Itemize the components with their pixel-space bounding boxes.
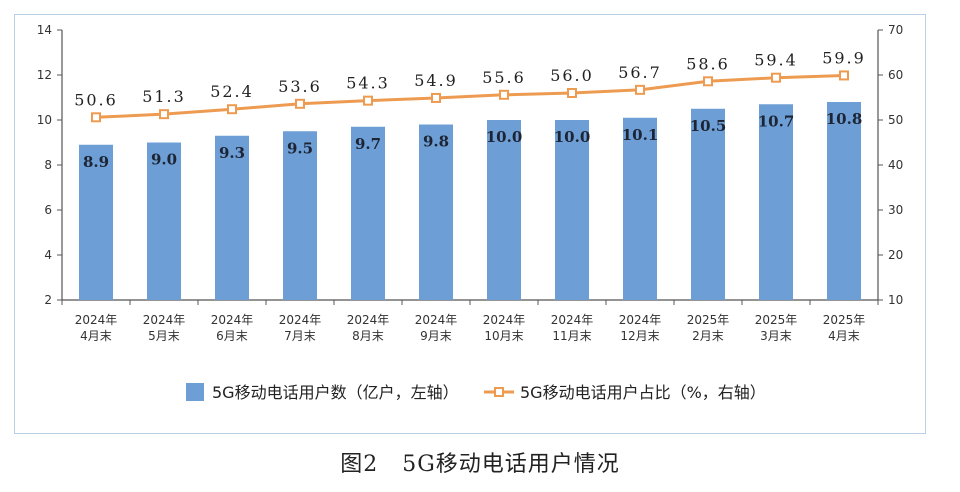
share-point-2025年4月末 (839, 70, 849, 81)
legend-bar-swatch (186, 383, 204, 401)
bar-data-label: 8.9 (83, 153, 109, 171)
share-point-2024年7月末 (295, 98, 305, 109)
share-point-2025年2月末 (703, 76, 713, 87)
y-right-tick-label: 30 (888, 203, 903, 217)
x-tick-label-month: 2月末 (692, 329, 724, 343)
bar-data-label: 10.0 (486, 128, 523, 146)
y-left-tick-label: 10 (37, 113, 52, 127)
x-tick-label-year: 2024年 (347, 313, 390, 327)
bar-2024年9月末 (419, 124, 453, 300)
y-right-tick-label: 10 (888, 293, 903, 307)
bar-2025年3月末 (759, 104, 793, 300)
x-tick-label-year: 2024年 (279, 313, 322, 327)
x-tick-label-year: 2024年 (551, 313, 594, 327)
bar-data-label: 9.8 (423, 133, 449, 151)
bar-data-label: 9.0 (151, 151, 177, 169)
y-left-tick-label: 2 (44, 293, 52, 307)
x-tick-label-year: 2025年 (755, 313, 798, 327)
y-right-tick-label: 20 (888, 248, 903, 262)
share-line (95, 73, 845, 119)
x-tick-label-month: 9月末 (420, 329, 452, 343)
bar-2024年4月末 (79, 144, 113, 300)
x-tick-label-month: 8月末 (352, 329, 384, 343)
bar-2024年10月末 (487, 120, 521, 300)
x-tick-label-month: 4月末 (828, 329, 860, 343)
y-right-tick-label: 60 (888, 68, 903, 82)
x-tick-label-year: 2024年 (483, 313, 526, 327)
bar-data-label: 10.7 (758, 112, 795, 130)
y-right-tick-label: 50 (888, 113, 903, 127)
x-tick-label-year: 2025年 (687, 313, 730, 327)
figure-title: 5G移动电话用户情况 (402, 452, 620, 477)
share-point-2024年8月末 (363, 95, 373, 106)
bar-data-label: 10.1 (622, 126, 659, 144)
y-left-tick-label: 12 (37, 68, 52, 82)
y-left-tick-label: 8 (44, 158, 52, 172)
share-point-2024年9月末 (431, 92, 441, 103)
line-data-label: 53.6 (278, 77, 322, 96)
x-tick-label-year: 2024年 (143, 313, 186, 327)
y-left-tick-label: 4 (44, 248, 52, 262)
x-tick-label-month: 12月末 (620, 329, 659, 343)
bar-2024年12月末 (623, 117, 657, 300)
x-tick-label-year: 2024年 (619, 313, 662, 327)
x-tick-label-month: 7月末 (284, 329, 316, 343)
share-point-2024年12月末 (635, 84, 645, 95)
line-data-label: 56.7 (618, 63, 662, 82)
bar-2024年7月末 (283, 131, 317, 300)
share-point-2024年11月末 (567, 88, 577, 98)
share-point-2024年10月末 (499, 89, 509, 100)
line-data-label: 59.9 (822, 48, 866, 67)
x-tick-label-month: 10月末 (484, 329, 523, 343)
line-data-label: 51.3 (142, 87, 186, 106)
x-tick-label-year: 2024年 (75, 313, 118, 327)
x-tick-label-year: 2024年 (415, 313, 458, 327)
bar-2024年11月末 (555, 120, 589, 300)
y-left-tick-label: 14 (37, 23, 52, 37)
y-right-tick-label: 40 (888, 158, 903, 172)
line-data-label: 58.6 (686, 54, 730, 73)
legend-line-label: 5G移动电话用户占比（%，右轴） (520, 383, 766, 402)
chart-svg: 2 4 6 8 10 12 14 10 20 30 40 50 60 70 8.9 9.0 9.3 9.5 9.7 9… (37, 23, 904, 402)
bar-2024年5月末 (147, 142, 181, 300)
share-point-2024年5月末 (159, 109, 169, 120)
x-tick-label-year: 2025年 (823, 313, 866, 327)
share-point-2025年3月末 (771, 72, 781, 83)
bar-data-label: 9.7 (355, 135, 381, 153)
x-tick-label-month: 4月末 (80, 329, 112, 343)
share-point-2024年4月末 (91, 112, 101, 123)
bar-data-label: 10.8 (826, 110, 863, 128)
bar-2024年6月末 (215, 135, 249, 300)
line-data-label: 54.9 (414, 71, 458, 90)
bar-data-label: 9.5 (287, 139, 313, 157)
legend-bar-label: 5G移动电话用户数（亿户，左轴） (212, 383, 459, 402)
x-tick-label-month: 3月末 (760, 329, 792, 343)
line-data-label: 55.6 (482, 68, 526, 87)
bar-2024年8月末 (351, 126, 385, 300)
x-tick-label-month: 5月末 (148, 329, 180, 343)
line-data-label: 59.4 (754, 51, 798, 70)
x-tick-label-month: 11月末 (552, 329, 591, 343)
share-point-2024年6月末 (227, 104, 237, 115)
bar-data-label: 10.5 (690, 117, 727, 135)
bar-data-label: 9.3 (219, 144, 245, 162)
y-right-tick-label: 70 (888, 23, 903, 37)
line-data-label: 50.6 (74, 90, 118, 109)
figure-number: 图2 (340, 452, 379, 477)
legend-line-marker (494, 387, 504, 397)
line-data-label: 54.3 (346, 74, 390, 93)
bar-data-label: 10.0 (554, 128, 591, 146)
figure-caption: 图2 5G移动电话用户情况 (0, 446, 960, 478)
x-tick-label-month: 6月末 (216, 329, 248, 343)
bar-2025年2月末 (691, 108, 725, 300)
line-data-label: 52.4 (210, 82, 254, 101)
y-left-tick-label: 6 (44, 203, 52, 217)
line-data-label: 56.0 (550, 66, 594, 85)
bar-2025年4月末 (827, 102, 861, 300)
x-tick-label-year: 2024年 (211, 313, 254, 327)
